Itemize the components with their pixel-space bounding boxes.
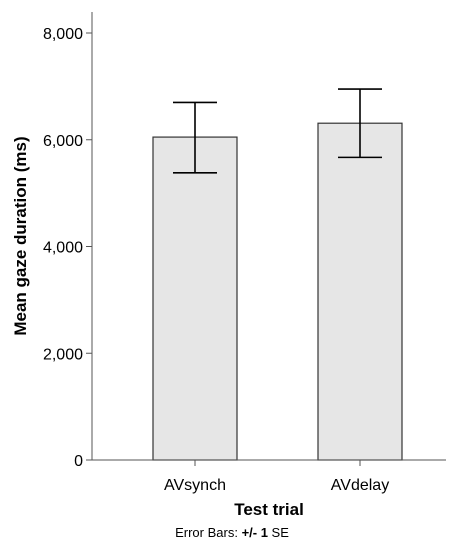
y-tick-label: 0 — [74, 453, 83, 470]
y-tick-label: 8,000 — [43, 26, 83, 43]
x-tick-label: AVdelay — [331, 477, 389, 494]
y-ticks-layer: 0 2,000 4,000 6,000 8,000 — [43, 26, 92, 470]
error-bars-note-value: +/- 1 — [242, 525, 268, 540]
error-bars-note-suffix: SE — [268, 525, 289, 540]
error-bars-note-prefix: Error Bars: — [175, 525, 241, 540]
x-tick-label: AVsynch — [164, 477, 226, 494]
y-tick-label: 2,000 — [43, 346, 83, 363]
bars-layer — [152, 122, 403, 461]
y-axis-title: Mean gaze duration (ms) — [11, 136, 30, 335]
bar-avsynch — [152, 136, 238, 461]
y-tick-label: 6,000 — [43, 133, 83, 150]
x-axis-title: Test trial — [234, 500, 304, 519]
bar-avdelay — [317, 122, 403, 461]
y-tick-label: 4,000 — [43, 240, 83, 257]
error-bars-note: Error Bars: +/- 1 SE — [175, 525, 289, 540]
x-ticks-layer: AVsynch AVdelay — [164, 460, 389, 494]
axes-layer — [91, 12, 446, 461]
error-bars-layer — [173, 88, 382, 174]
